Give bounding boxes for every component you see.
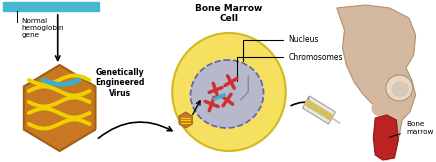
Text: Bone
marrow: Bone marrow xyxy=(389,122,433,137)
Text: Bone Marrow
Cell: Bone Marrow Cell xyxy=(195,4,262,23)
FancyArrowPatch shape xyxy=(99,122,172,138)
Polygon shape xyxy=(337,5,416,160)
Polygon shape xyxy=(373,115,399,160)
Text: Normal
hemoglobin
gene: Normal hemoglobin gene xyxy=(21,18,64,38)
Polygon shape xyxy=(24,65,95,151)
FancyArrowPatch shape xyxy=(291,100,313,106)
Text: Nucleus: Nucleus xyxy=(243,35,319,61)
Polygon shape xyxy=(179,112,192,128)
Text: Genetically
Engineered
Virus: Genetically Engineered Virus xyxy=(95,68,145,98)
Ellipse shape xyxy=(172,33,286,151)
Text: Chromosomes: Chromosomes xyxy=(237,52,343,81)
Ellipse shape xyxy=(191,60,264,128)
Ellipse shape xyxy=(371,99,392,117)
Polygon shape xyxy=(303,96,335,124)
Bar xyxy=(3,2,99,11)
Ellipse shape xyxy=(386,75,413,101)
Ellipse shape xyxy=(392,81,409,97)
Polygon shape xyxy=(305,100,333,120)
